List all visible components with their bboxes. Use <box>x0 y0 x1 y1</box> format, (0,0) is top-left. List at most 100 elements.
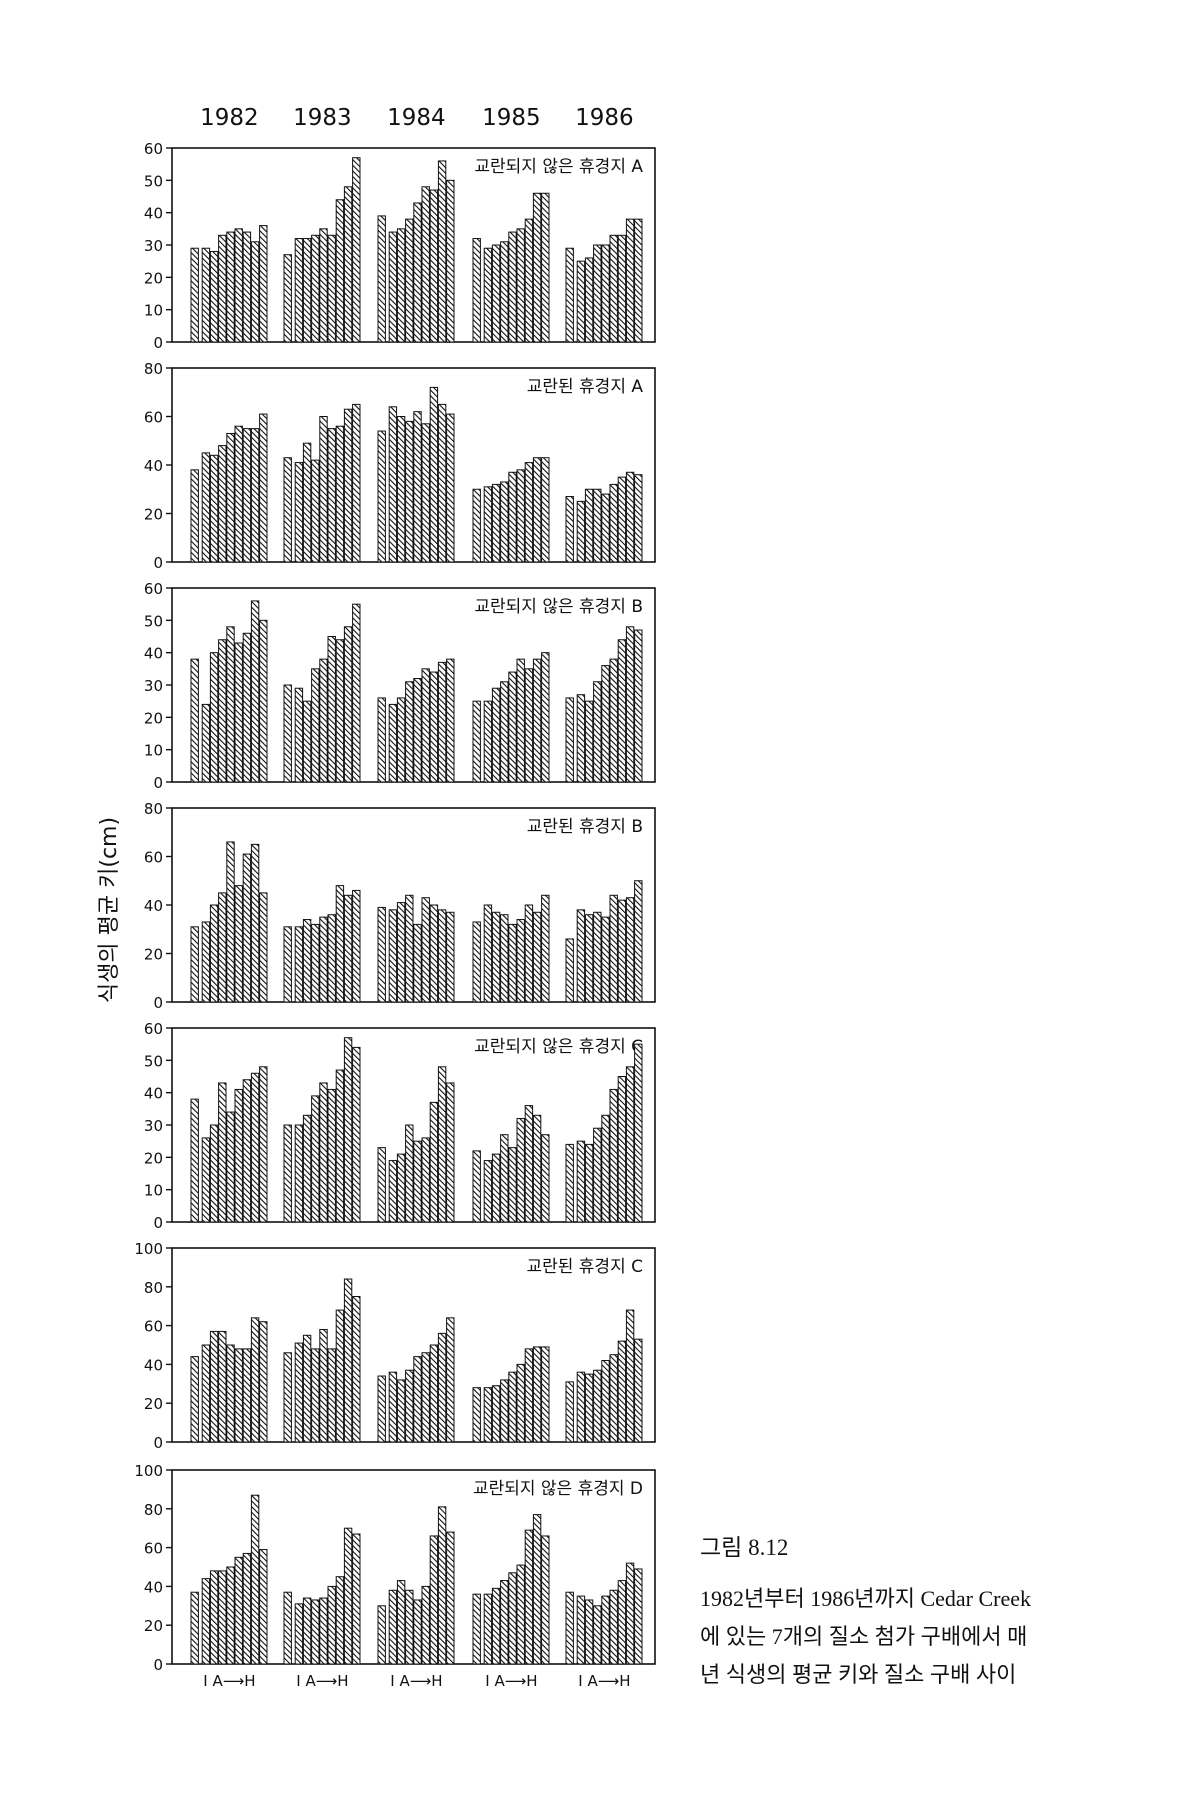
bar <box>327 1348 336 1443</box>
y-tick-label: 100 <box>134 1240 163 1258</box>
bar <box>429 189 439 343</box>
panel-title: 교란되지 않은 휴경지 B <box>474 597 643 617</box>
bar-series <box>377 658 455 783</box>
bar <box>242 1348 252 1443</box>
bar <box>242 231 252 343</box>
bar <box>283 1124 292 1223</box>
bar <box>508 1572 517 1665</box>
bar <box>405 1369 414 1443</box>
panels: 0 10 20 30 40 50 60 교란되지 않은 휴경지 A 0 20 40 60 80 교란된 휴… <box>134 140 656 1674</box>
bar <box>609 1589 618 1665</box>
bar <box>584 1143 594 1223</box>
chart-panel: 0 20 40 60 80 100 교란되지 않은 휴경지 D <box>134 1462 656 1674</box>
bar <box>576 1371 586 1443</box>
bar <box>429 386 439 563</box>
bar <box>483 1387 493 1443</box>
bar-series <box>377 1506 455 1665</box>
bar <box>294 1342 304 1443</box>
bar <box>396 697 406 783</box>
bar-series <box>283 885 361 1003</box>
x-tick-label: I A⟶H <box>296 1672 348 1690</box>
bar-series <box>190 1066 268 1223</box>
bar <box>190 1591 199 1665</box>
bar <box>532 192 542 343</box>
bar <box>283 684 292 783</box>
bar <box>302 1334 312 1443</box>
bar-series <box>472 1514 550 1665</box>
y-axis-label: 식생의 평균 키(cm) <box>97 817 122 1003</box>
bar-series <box>565 626 643 783</box>
bar <box>508 471 517 563</box>
bar <box>421 1137 430 1223</box>
bar <box>396 228 406 343</box>
bar <box>352 603 361 783</box>
bar <box>413 1140 422 1223</box>
chart-panel: 0 10 20 30 40 50 60 교란되지 않은 휴경지 C <box>144 1020 656 1232</box>
bar <box>429 1535 439 1665</box>
bar <box>259 619 268 783</box>
y-tick-label: 10 <box>144 742 163 760</box>
bar <box>388 1589 398 1665</box>
bar <box>437 661 447 783</box>
caption-line: 에 있는 7개의 질소 첨가 구배에서 매 <box>700 1624 1028 1649</box>
bar <box>500 1379 509 1443</box>
figure-caption: 그림 8.12 1982년부터 1986년까지 Cedar Creek 에 있는… <box>700 1528 1120 1694</box>
bar <box>335 425 345 563</box>
y-tick-label: 40 <box>144 1085 163 1103</box>
bar-series <box>565 471 643 563</box>
bar <box>508 671 517 783</box>
bar <box>234 425 243 563</box>
bar <box>446 1082 455 1223</box>
bar <box>302 442 312 563</box>
bar <box>609 894 618 1003</box>
bar <box>625 1309 635 1443</box>
y-tick-label: 60 <box>144 1020 163 1038</box>
caption-line: 1982년부터 1986년까지 Cedar Creek <box>700 1586 1031 1611</box>
bar <box>429 1101 439 1223</box>
bar <box>259 1066 268 1223</box>
bar <box>413 202 422 343</box>
bar <box>259 413 268 563</box>
y-tick-label: 80 <box>144 1501 163 1519</box>
bar <box>491 1385 501 1443</box>
bar <box>472 700 481 783</box>
bar <box>576 1140 586 1223</box>
bar <box>634 1568 643 1665</box>
bar <box>532 1346 542 1443</box>
bar <box>294 1603 304 1665</box>
bar <box>634 880 643 1003</box>
bar-series <box>472 1105 550 1223</box>
bar <box>483 1593 493 1665</box>
bar <box>294 926 304 1003</box>
bar <box>532 911 542 1003</box>
bar <box>190 247 199 343</box>
y-tick-label: 40 <box>144 457 163 475</box>
bar-series <box>472 652 550 783</box>
bar <box>617 1580 627 1665</box>
bar <box>201 247 211 343</box>
y-tick-label: 60 <box>144 1540 163 1558</box>
bar <box>327 428 336 563</box>
bar <box>565 697 574 783</box>
bar <box>294 238 304 343</box>
bar <box>516 1118 525 1223</box>
bar <box>283 1352 292 1443</box>
bar <box>421 1352 430 1443</box>
y-tick-label: 60 <box>144 580 163 598</box>
bar <box>242 428 252 563</box>
bar <box>405 420 414 563</box>
bar <box>396 1153 406 1223</box>
bar <box>491 244 501 343</box>
bar <box>209 454 219 563</box>
bar-series <box>472 192 550 343</box>
bar <box>584 914 594 1003</box>
bar <box>524 462 534 563</box>
bar <box>377 215 386 343</box>
bar <box>584 1373 594 1443</box>
bar <box>472 921 481 1003</box>
bar-series <box>565 1562 643 1665</box>
bar <box>226 1111 235 1223</box>
bar <box>335 199 345 343</box>
bar <box>625 1562 635 1665</box>
bar <box>327 234 336 343</box>
